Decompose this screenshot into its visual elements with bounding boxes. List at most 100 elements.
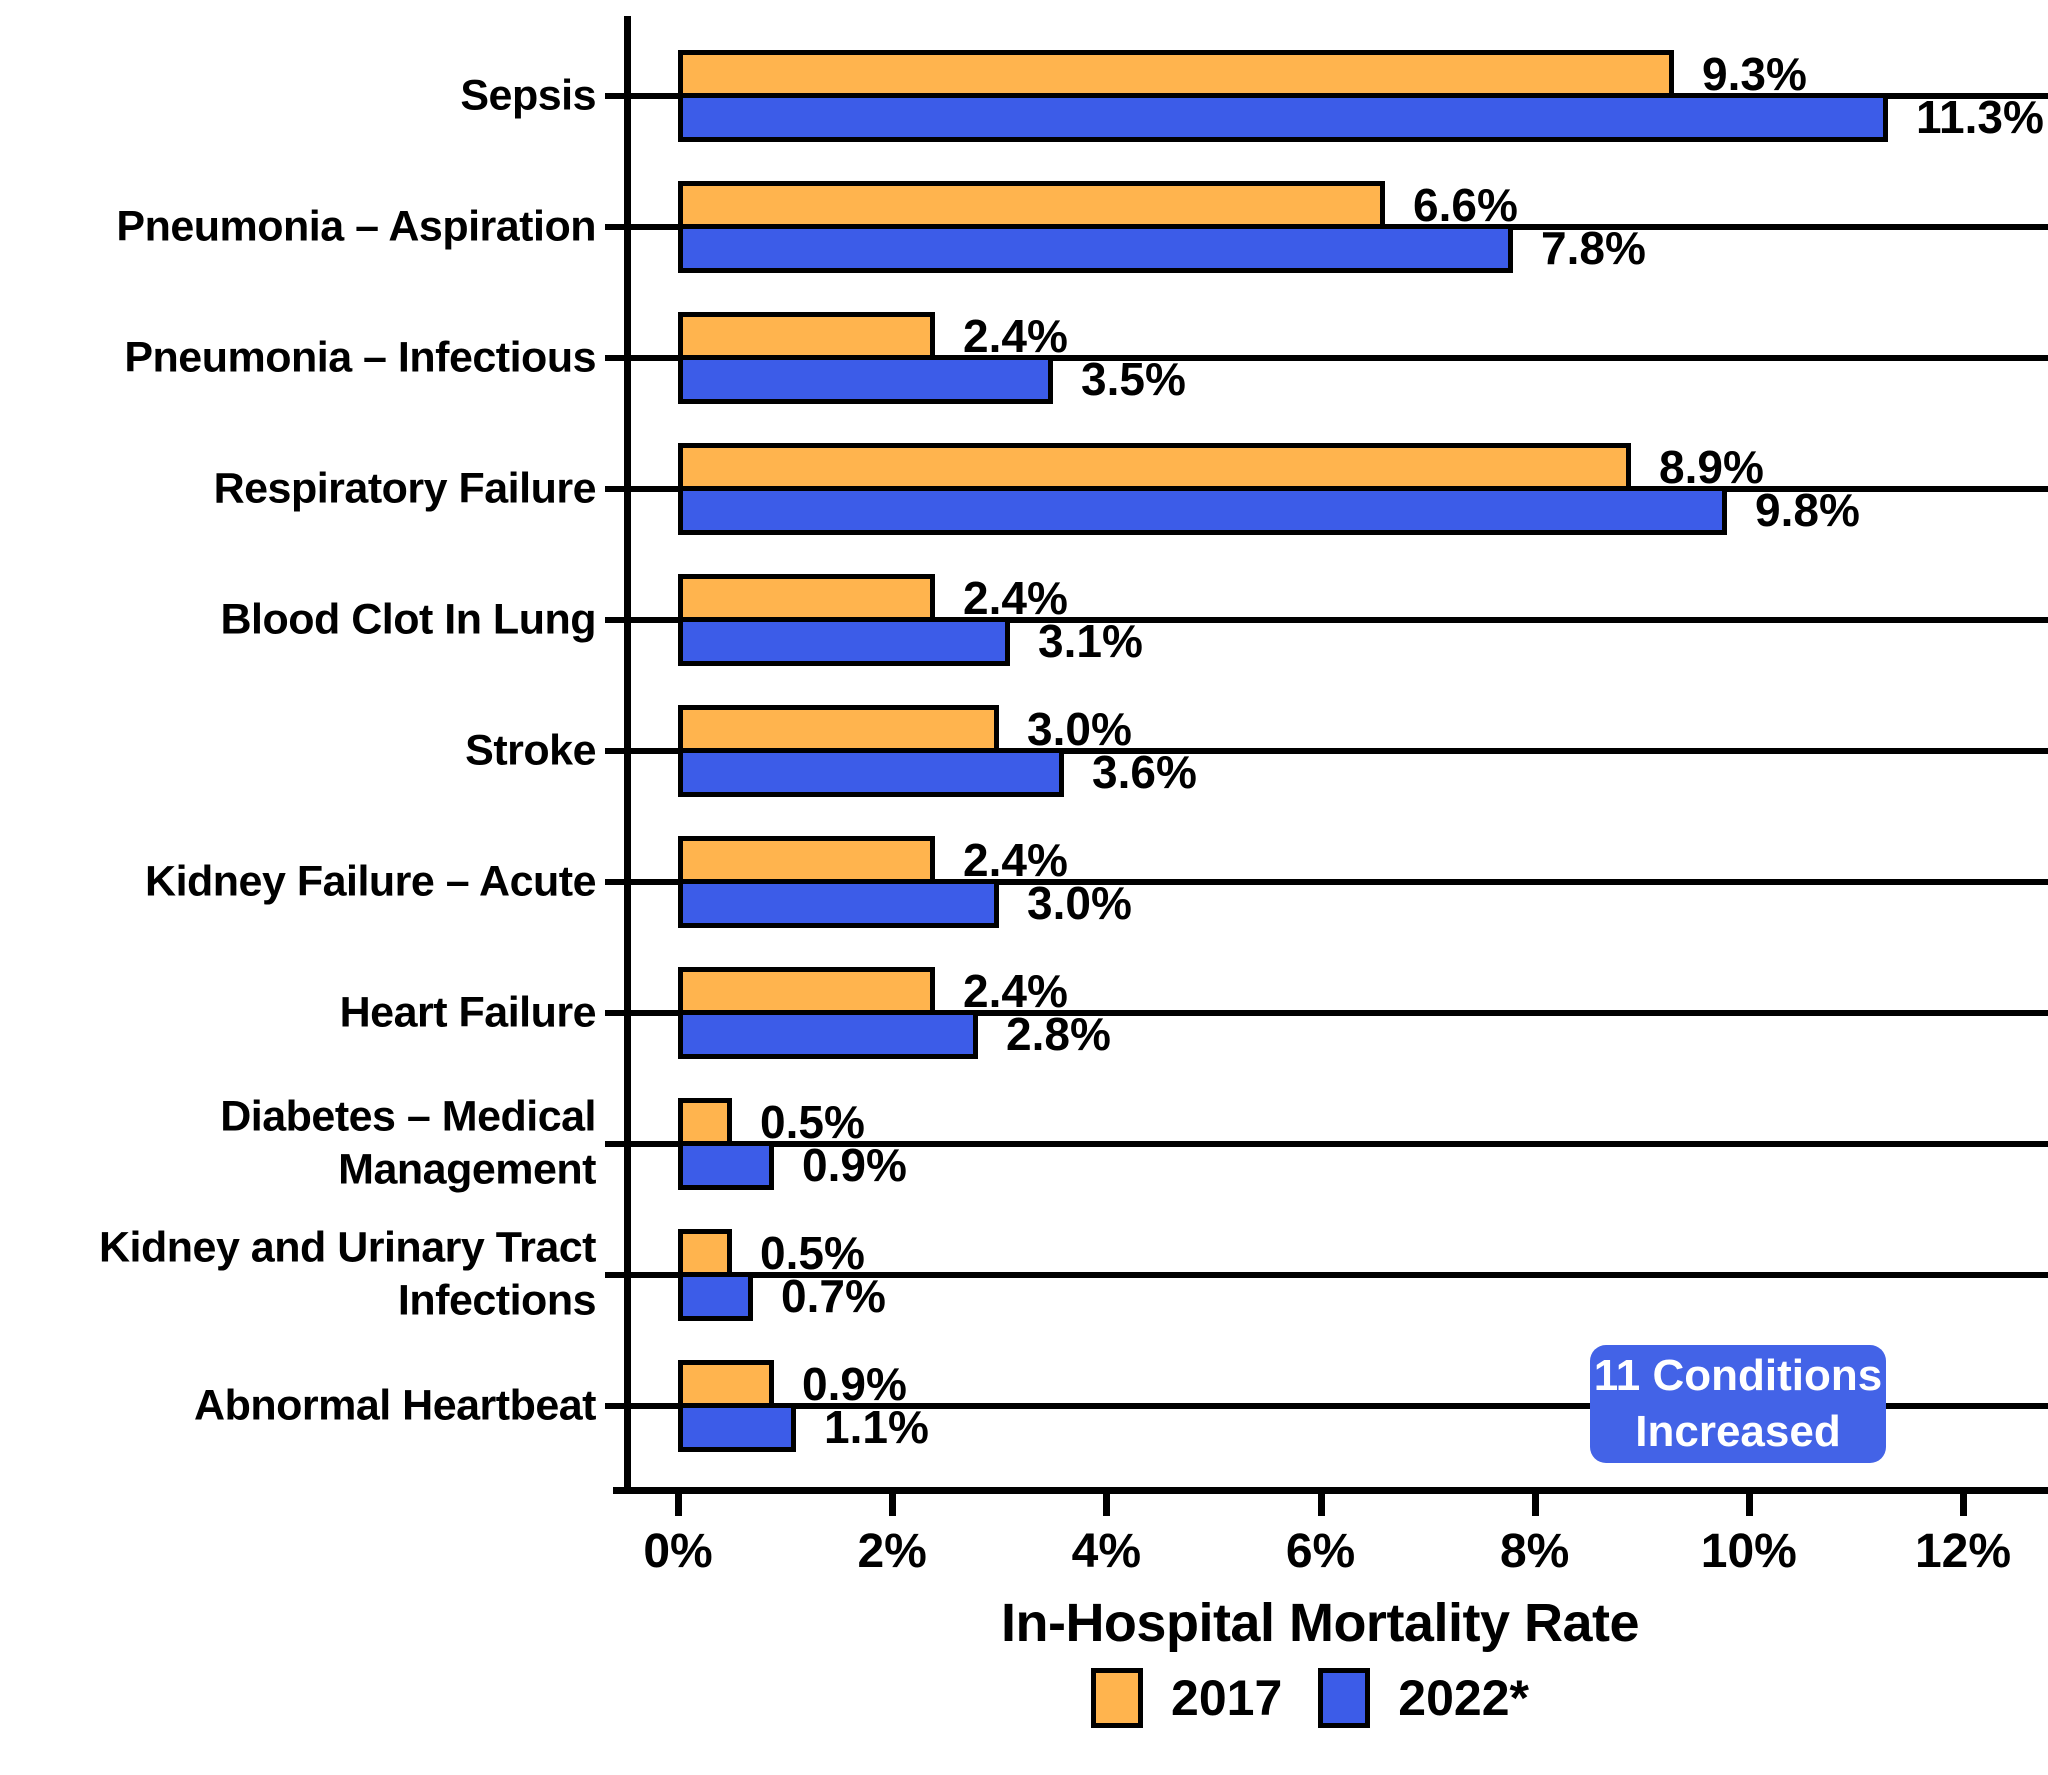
- chart-rows: Sepsis 9.3% 11.3% Pneumonia – Aspiration 6.6…: [0, 30, 2048, 1471]
- x-axis-tick-label: 8%: [1499, 1525, 1570, 1578]
- x-axis-tick: [675, 1494, 682, 1516]
- bar-2017: [678, 966, 935, 1016]
- bar-value-2022: 9.8%: [1755, 483, 1860, 536]
- category-row: Pneumonia – Aspiration 6.6% 7.8%: [0, 161, 2048, 292]
- bar-value-2022: 2.8%: [1006, 1007, 1111, 1060]
- category-row: Heart Failure 2.4% 2.8%: [0, 947, 2048, 1078]
- category-label: Sepsis: [460, 70, 596, 119]
- badge-line-2: Increased: [1635, 1407, 1841, 1456]
- x-axis-tick: [1745, 1494, 1753, 1516]
- x-axis-tick-label: 6%: [1285, 1525, 1356, 1578]
- category-label: Kidney Failure – Acute: [145, 856, 596, 905]
- bar-2017: [678, 49, 1674, 99]
- bar-2022: [678, 1271, 753, 1321]
- bar-value-2022: 1.1%: [824, 1400, 929, 1453]
- category-row: Diabetes – Medical Management 0.5% 0.9%: [0, 1078, 2048, 1209]
- bar-2022: [678, 747, 1064, 797]
- x-axis-tick-label: 10%: [1700, 1525, 1797, 1578]
- x-axis-title: In-Hospital Mortality Rate: [1000, 1593, 1640, 1653]
- bar-2017: [678, 180, 1385, 230]
- x-axis-tick-label: 12%: [1914, 1525, 2012, 1578]
- category-label: Stroke: [465, 725, 596, 774]
- category-gridline: [605, 1271, 2048, 1278]
- bar-value-2022: 3.5%: [1081, 352, 1186, 405]
- category-gridline: [605, 616, 2048, 623]
- bar-2022: [678, 878, 999, 928]
- x-axis-tick-label: 0%: [643, 1525, 713, 1578]
- bar-2022: [678, 616, 1010, 666]
- category-row: Sepsis 9.3% 11.3%: [0, 30, 2048, 161]
- bar-value-2017: 2.4%: [963, 964, 1068, 1017]
- category-gridline: [605, 1140, 2048, 1147]
- category-gridline: [605, 878, 2048, 885]
- category-gridline: [605, 747, 2048, 754]
- category-gridline: [605, 1402, 2048, 1409]
- x-axis-tick-label: 4%: [1071, 1525, 1142, 1578]
- bar-value-2017: 3.0%: [1027, 702, 1132, 755]
- category-label: Diabetes – Medical Management: [220, 1092, 596, 1194]
- bar-value-2022: 3.6%: [1092, 745, 1197, 798]
- legend-item-2017: 2017: [1091, 1668, 1282, 1728]
- bar-2017: [678, 704, 999, 754]
- bar-2017: [678, 442, 1631, 492]
- category-label: Pneumonia – Infectious: [124, 332, 596, 381]
- category-row: Abnormal Heartbeat 0.9% 1.1%: [0, 1340, 2048, 1471]
- bar-2022: [678, 354, 1053, 404]
- category-row: Kidney and Urinary Tract Infections 0.5% 0…: [0, 1209, 2048, 1340]
- bar-value-2017: 2.4%: [963, 571, 1068, 624]
- bar-value-2017: 9.3%: [1702, 47, 1807, 100]
- legend-swatch-2017: [1091, 1668, 1144, 1728]
- bar-value-2017: 6.6%: [1413, 178, 1518, 231]
- bar-value-2022: 11.3%: [1916, 90, 2044, 143]
- x-axis-tick: [889, 1494, 897, 1516]
- x-axis-tick: [1103, 1494, 1111, 1516]
- bar-2022: [678, 1140, 774, 1190]
- x-axis-tick: [1317, 1494, 1325, 1516]
- bar-value-2017: 0.5%: [760, 1095, 865, 1148]
- bar-value-2022: 0.7%: [781, 1269, 886, 1322]
- bar-value-2017: 0.5%: [760, 1226, 865, 1279]
- badge-line-1: 11 Conditions: [1593, 1351, 1883, 1400]
- conditions-increased-badge: 11 Conditions Increased: [1590, 1345, 1886, 1463]
- legend-label-2017: 2017: [1171, 1670, 1283, 1726]
- category-label: Pneumonia – Aspiration: [116, 201, 596, 250]
- bar-value-2022: 0.9%: [802, 1138, 907, 1191]
- category-row: Respiratory Failure 8.9% 9.8%: [0, 423, 2048, 554]
- legend-label-2022: 2022*: [1398, 1670, 1529, 1726]
- legend-swatch-2022: [1318, 1668, 1371, 1728]
- category-gridline: [605, 354, 2048, 361]
- bar-2022: [678, 1402, 796, 1452]
- bar-2017: [678, 1228, 732, 1278]
- category-label: Abnormal Heartbeat: [194, 1380, 596, 1429]
- bar-2017: [678, 573, 935, 623]
- category-row: Kidney Failure – Acute 2.4% 3.0%: [0, 816, 2048, 947]
- category-label: Blood Clot In Lung: [220, 594, 596, 643]
- category-row: Pneumonia – Infectious 2.4% 3.5%: [0, 292, 2048, 423]
- legend: 2017 2022*: [610, 1668, 2010, 1728]
- bar-2022: [678, 92, 1888, 142]
- y-axis-line: [624, 16, 631, 1494]
- legend-item-2022: 2022*: [1318, 1668, 1529, 1728]
- bar-2022: [678, 223, 1513, 273]
- x-axis-tick: [1531, 1494, 1539, 1516]
- bar-2022: [678, 485, 1727, 535]
- category-label: Kidney and Urinary Tract Infections: [99, 1223, 597, 1325]
- bar-value-2022: 3.0%: [1027, 876, 1132, 929]
- category-row: Blood Clot In Lung 2.4% 3.1%: [0, 554, 2048, 685]
- category-row: Stroke 3.0% 3.6%: [0, 685, 2048, 816]
- bar-value-2017: 8.9%: [1659, 440, 1764, 493]
- category-label: Heart Failure: [339, 987, 597, 1036]
- bar-value-2017: 0.9%: [802, 1357, 907, 1410]
- bar-2017: [678, 835, 935, 885]
- bar-value-2017: 2.4%: [963, 309, 1068, 362]
- x-axis-line: [613, 1487, 2048, 1494]
- category-gridline: [605, 1009, 2048, 1016]
- bar-2017: [678, 1097, 732, 1147]
- bar-value-2022: 7.8%: [1541, 221, 1646, 274]
- bar-value-2022: 3.1%: [1038, 614, 1143, 667]
- bar-2017: [678, 1359, 774, 1409]
- bar-2017: [678, 311, 935, 361]
- bar-value-2017: 2.4%: [963, 833, 1068, 886]
- category-label: Respiratory Failure: [213, 463, 597, 512]
